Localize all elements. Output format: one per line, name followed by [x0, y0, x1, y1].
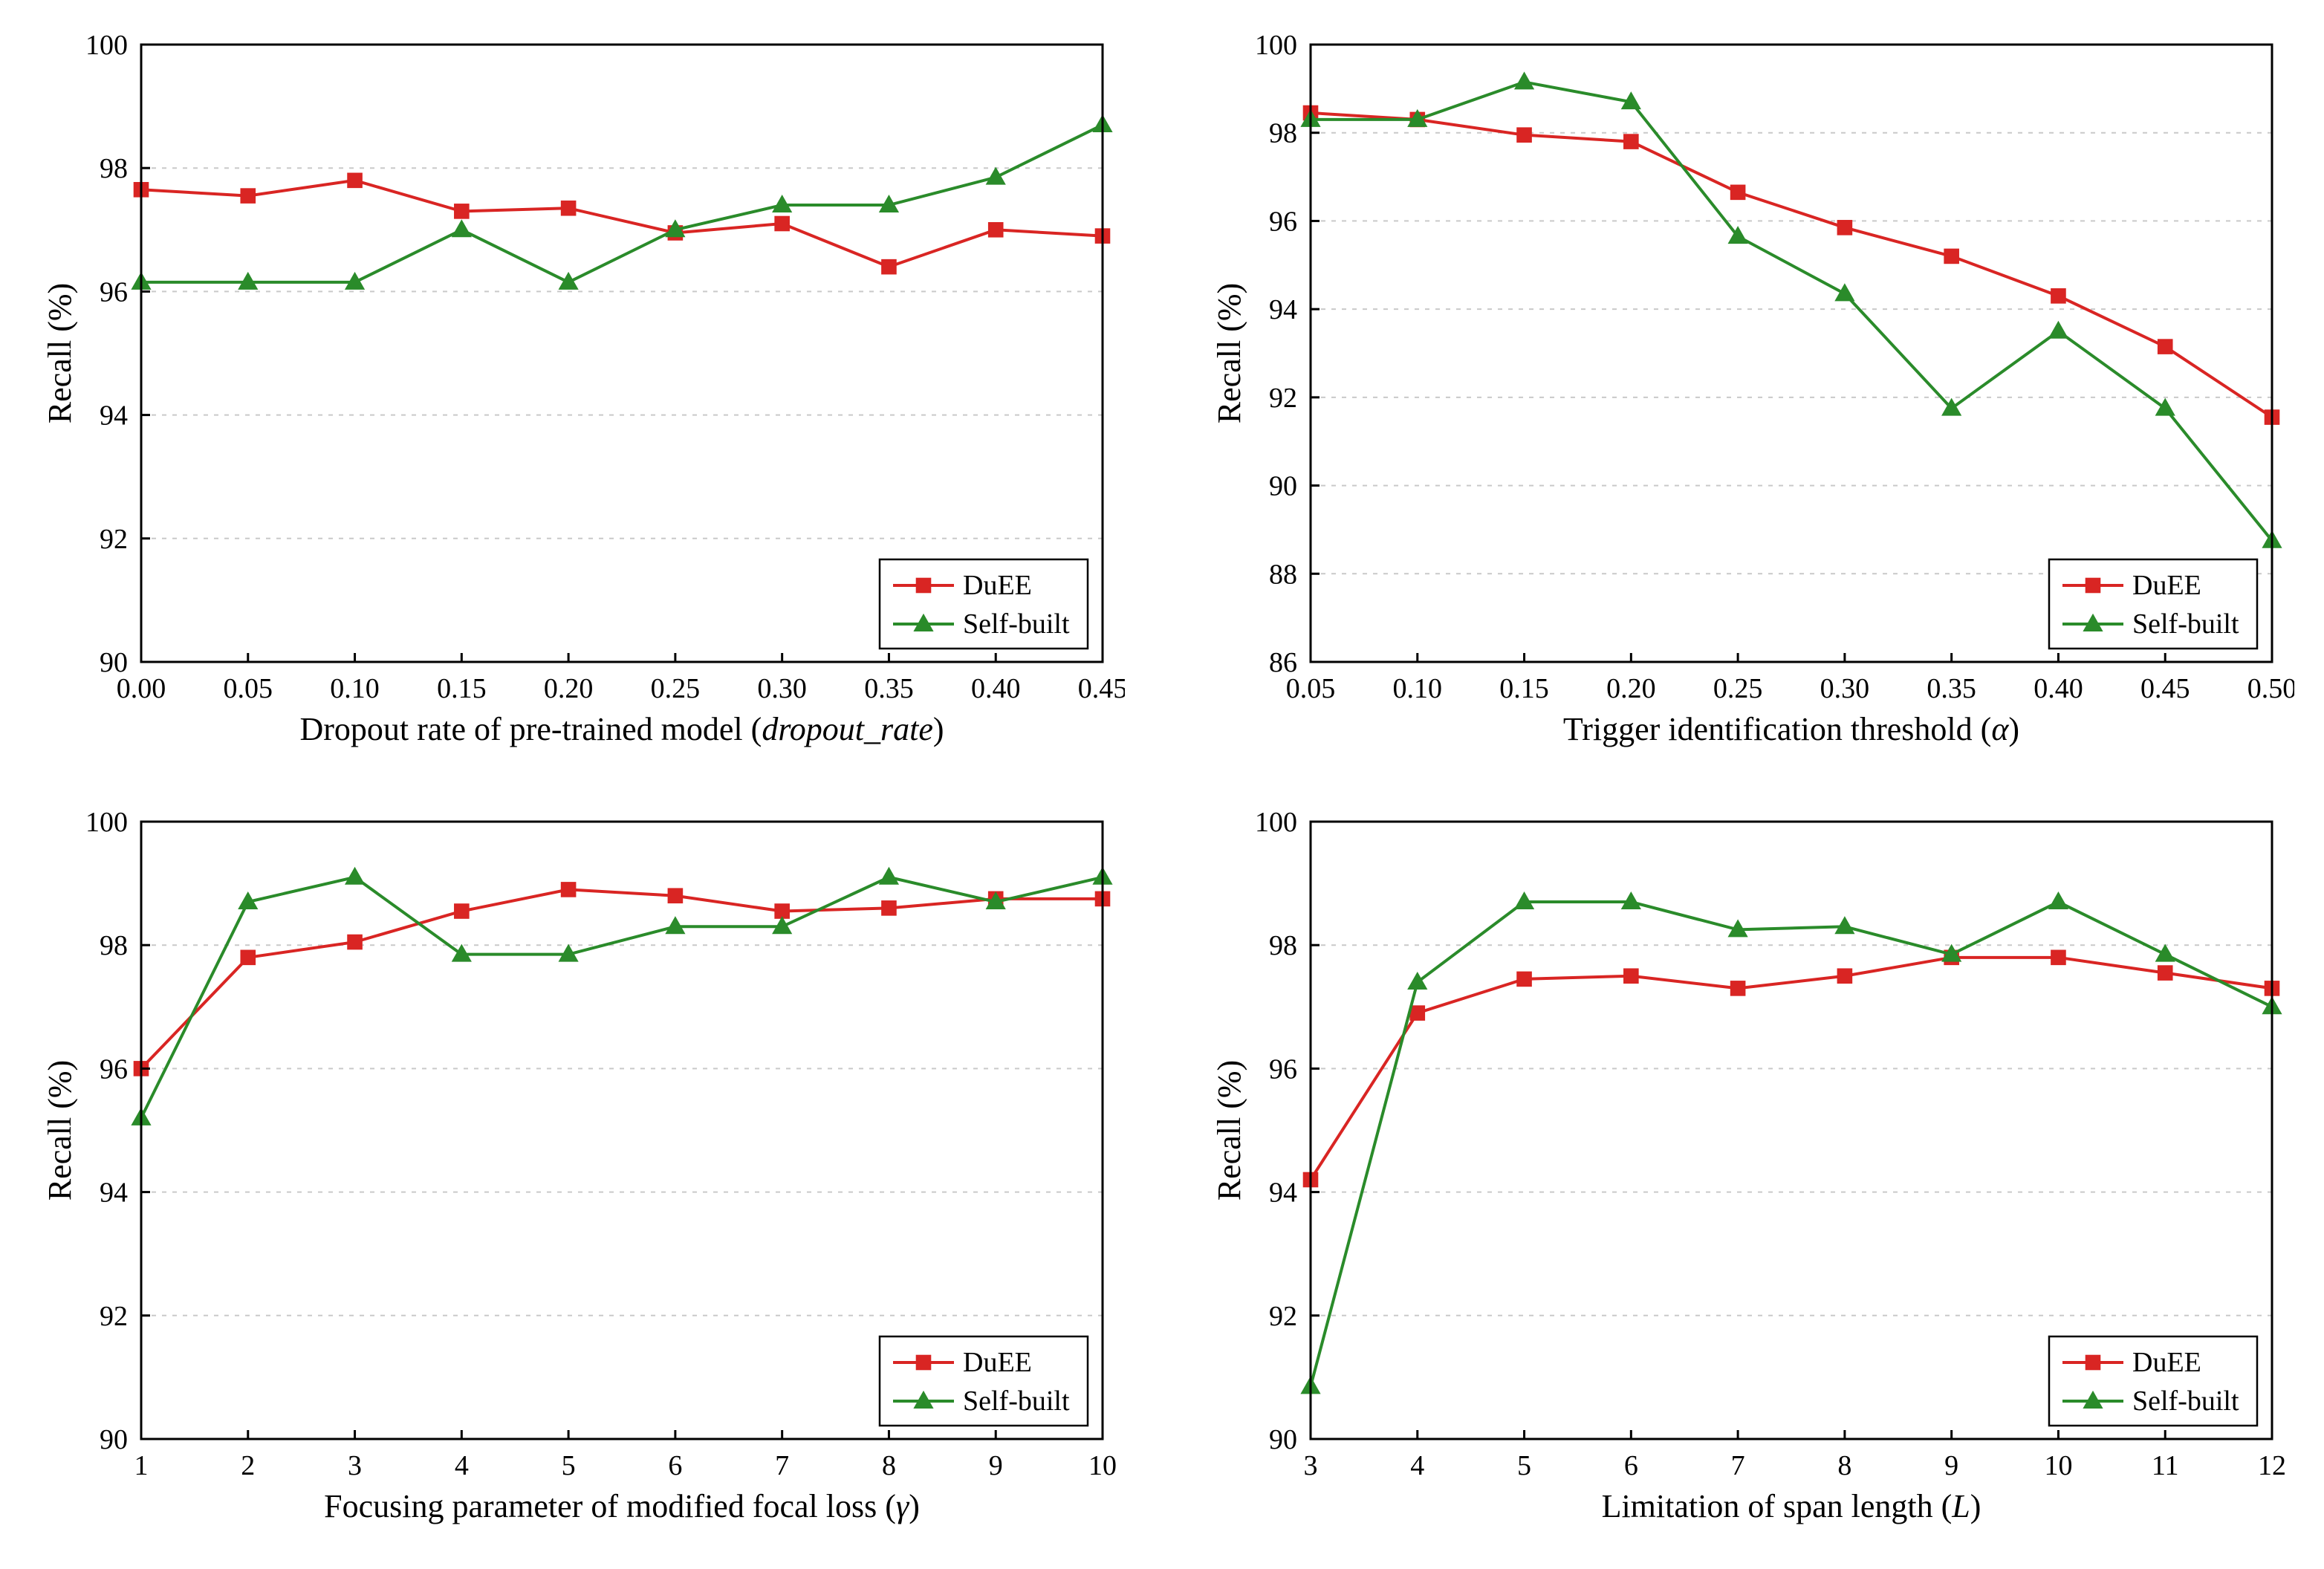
panel-alpha: 0.050.100.150.200.250.300.350.400.450.50… — [1199, 30, 2294, 762]
svg-text:0.30: 0.30 — [757, 673, 807, 704]
legend-label-duee: DuEE — [963, 1347, 1032, 1378]
svg-text:0.10: 0.10 — [330, 673, 380, 704]
svg-text:4: 4 — [455, 1450, 469, 1481]
svg-text:100: 100 — [1255, 30, 1297, 61]
svg-text:5: 5 — [562, 1450, 576, 1481]
svg-text:96: 96 — [100, 276, 128, 308]
x-axis-title: Focusing parameter of modified focal los… — [324, 1488, 920, 1524]
panel-gamma: 1 2 3 4 5 6 7 8 9 10 90 92 94 96 98 100 Focusing paramet… — [30, 807, 1125, 1539]
svg-text:86: 86 — [1269, 647, 1297, 678]
svg-text:7: 7 — [775, 1450, 789, 1481]
svg-text:8: 8 — [882, 1450, 896, 1481]
svg-text:96: 96 — [100, 1053, 128, 1085]
svg-text:96: 96 — [1269, 1053, 1297, 1085]
svg-text:9: 9 — [1944, 1450, 1958, 1481]
svg-text:10: 10 — [2044, 1450, 2072, 1481]
svg-text:98: 98 — [100, 153, 128, 184]
svg-text:6: 6 — [668, 1450, 682, 1481]
svg-text:90: 90 — [1269, 471, 1297, 502]
svg-text:0.50: 0.50 — [2247, 673, 2294, 704]
svg-text:92: 92 — [100, 1301, 128, 1332]
svg-text:90: 90 — [100, 647, 128, 678]
svg-text:3: 3 — [348, 1450, 362, 1481]
svg-text:90: 90 — [100, 1424, 128, 1455]
svg-text:0.15: 0.15 — [437, 673, 487, 704]
svg-text:5: 5 — [1517, 1450, 1531, 1481]
svg-text:11: 11 — [2152, 1450, 2179, 1481]
svg-text:94: 94 — [1269, 294, 1297, 325]
svg-text:0.15: 0.15 — [1499, 673, 1549, 704]
legend: DuEE Self-built — [880, 559, 1088, 649]
svg-text:7: 7 — [1731, 1450, 1745, 1481]
svg-text:6: 6 — [1624, 1450, 1638, 1481]
svg-text:90: 90 — [1269, 1424, 1297, 1455]
svg-text:8: 8 — [1837, 1450, 1851, 1481]
svg-text:0.10: 0.10 — [1393, 673, 1443, 704]
legend-label-selfbuilt: Self-built — [963, 608, 1070, 640]
svg-text:94: 94 — [1269, 1177, 1297, 1209]
chart-svg-dropout: 0.000.050.100.150.200.250.300.350.400.45… — [30, 30, 1125, 762]
legend-label-duee: DuEE — [2132, 570, 2201, 601]
svg-text:98: 98 — [1269, 118, 1297, 149]
svg-text:1: 1 — [134, 1450, 149, 1481]
svg-text:92: 92 — [100, 524, 128, 555]
svg-text:0.25: 0.25 — [1713, 673, 1763, 704]
svg-text:98: 98 — [1269, 930, 1297, 961]
svg-text:88: 88 — [1269, 559, 1297, 590]
svg-text:0.20: 0.20 — [544, 673, 594, 704]
svg-text:92: 92 — [1269, 383, 1297, 414]
legend: DuEE Self-built — [880, 1336, 1088, 1426]
legend-label-selfbuilt: Self-built — [2132, 1386, 2239, 1417]
svg-text:94: 94 — [100, 1177, 128, 1209]
chart-grid: 0.000.050.100.150.200.250.300.350.400.45… — [0, 0, 2324, 1569]
svg-text:12: 12 — [2258, 1450, 2286, 1481]
panel-dropout: 0.000.050.100.150.200.250.300.350.400.45… — [30, 30, 1125, 762]
panel-L: 3 4 5 6 7 8 9 10 11 12 90 92 94 96 98 100 Limitation of … — [1199, 807, 2294, 1539]
svg-text:0.40: 0.40 — [2034, 673, 2083, 704]
svg-text:92: 92 — [1269, 1301, 1297, 1332]
svg-text:96: 96 — [1269, 206, 1297, 237]
y-axis-title: Recall (%) — [42, 1060, 78, 1201]
svg-text:3: 3 — [1304, 1450, 1318, 1481]
legend-label-selfbuilt: Self-built — [963, 1386, 1070, 1417]
svg-text:4: 4 — [1410, 1450, 1424, 1481]
svg-text:10: 10 — [1088, 1450, 1117, 1481]
x-axis-title: Trigger identification threshold (α) — [1563, 711, 2019, 747]
svg-text:0.35: 0.35 — [864, 673, 914, 704]
svg-text:0.35: 0.35 — [1927, 673, 1976, 704]
svg-text:0.45: 0.45 — [2140, 673, 2190, 704]
svg-text:94: 94 — [100, 400, 128, 432]
legend-label-duee: DuEE — [2132, 1347, 2201, 1378]
svg-text:100: 100 — [1255, 807, 1297, 838]
svg-text:100: 100 — [85, 807, 128, 838]
y-axis-title: Recall (%) — [1211, 1060, 1247, 1201]
svg-text:2: 2 — [241, 1450, 255, 1481]
svg-text:0.30: 0.30 — [1820, 673, 1870, 704]
svg-text:9: 9 — [989, 1450, 1003, 1481]
svg-text:0.05: 0.05 — [224, 673, 273, 704]
legend-label-duee: DuEE — [963, 570, 1032, 601]
y-axis-title: Recall (%) — [42, 283, 78, 423]
chart-svg-alpha: 0.050.100.150.200.250.300.350.400.450.50… — [1199, 30, 2294, 762]
svg-text:0.25: 0.25 — [651, 673, 701, 704]
x-axis-title: Limitation of span length (L) — [1602, 1488, 1981, 1524]
svg-text:0.45: 0.45 — [1078, 673, 1125, 704]
svg-text:98: 98 — [100, 930, 128, 961]
x-axis-title: Dropout rate of pre-trained model (dropo… — [299, 711, 944, 747]
svg-text:0.40: 0.40 — [971, 673, 1021, 704]
svg-text:0.20: 0.20 — [1606, 673, 1656, 704]
chart-svg-gamma: 1 2 3 4 5 6 7 8 9 10 90 92 94 96 98 100 Focusing paramet… — [30, 807, 1125, 1539]
y-axis-title: Recall (%) — [1211, 283, 1247, 423]
svg-text:100: 100 — [85, 30, 128, 61]
chart-svg-L: 3 4 5 6 7 8 9 10 11 12 90 92 94 96 98 100 Limitation of … — [1199, 807, 2294, 1539]
legend-label-selfbuilt: Self-built — [2132, 608, 2239, 640]
legend: DuEE Self-built — [2049, 559, 2257, 649]
legend: DuEE Self-built — [2049, 1336, 2257, 1426]
